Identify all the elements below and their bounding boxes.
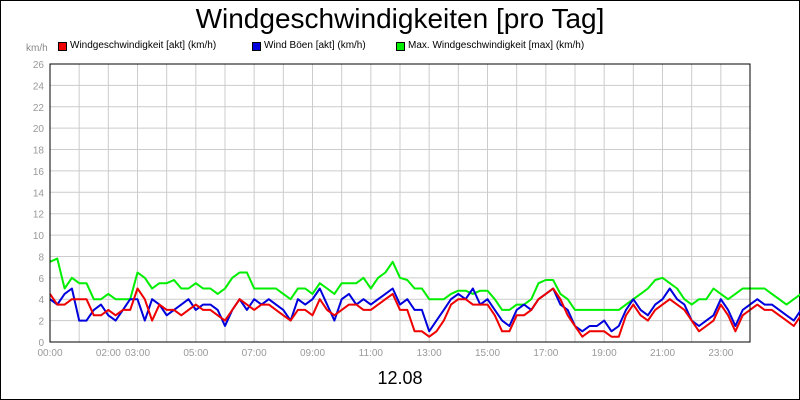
series-line-max-speed [49, 257, 800, 311]
x-tick-label: 03:00 [125, 348, 150, 359]
x-tick-label: 05:00 [183, 348, 208, 359]
x-tick-label: 07:00 [242, 348, 267, 359]
x-tick-label: 11:00 [359, 348, 384, 359]
x-tick-label: 02:00 [96, 348, 121, 359]
legend-label-gusts: Wind Böen [akt] (km/h) [264, 40, 366, 51]
legend-swatch-max-speed [396, 41, 405, 51]
x-tick-label: 17:00 [533, 348, 558, 359]
legend: Windgeschwindigkeit [akt] (km/h) Wind Bö… [58, 40, 598, 52]
y-tick-label: 10 [33, 231, 45, 242]
y-tick-label: 18 [33, 146, 45, 157]
y-tick-label: 16 [33, 167, 45, 178]
chart-title: Windgeschwindigkeiten [pro Tag] [195, 3, 605, 34]
y-tick-label: 14 [33, 188, 45, 199]
legend-label-wind-speed: Windgeschwindigkeit [akt] (km/h) [70, 40, 217, 51]
y-tick-label: 8 [38, 252, 44, 263]
x-tick-label: 00:00 [37, 348, 62, 359]
date-label: 12.08 [377, 368, 423, 388]
y-tick-label: 26 [33, 60, 45, 71]
y-tick-label: 4 [38, 295, 44, 306]
plot-border [49, 63, 751, 343]
x-tick-label: 19:00 [592, 348, 617, 359]
x-tick-label: 21:00 [650, 348, 675, 359]
series-line-wind-speed [49, 287, 800, 338]
legend-swatch-wind-speed [58, 41, 67, 51]
x-tick-label: 23:00 [708, 348, 733, 359]
y-tick-label: 6 [38, 274, 44, 285]
legend-item-wind-speed: Windgeschwindigkeit [akt] (km/h) [58, 40, 238, 52]
y-tick-label: 22 [33, 103, 45, 114]
series-line-gusts [49, 287, 800, 333]
y-tick-label: 0 [38, 338, 44, 349]
legend-item-max-speed: Max. Windgeschwindigkeit [max] (km/h) [396, 40, 584, 52]
legend-label-max-speed: Max. Windgeschwindigkeit [max] (km/h) [408, 40, 585, 51]
x-tick-label: 09:00 [300, 348, 325, 359]
x-tick-label: 15:00 [475, 348, 500, 359]
y-tick-label: 20 [33, 124, 45, 135]
legend-swatch-gusts [252, 41, 261, 51]
y-tick-label: 12 [33, 210, 45, 221]
y-axis-unit: km/h [26, 43, 48, 54]
x-tick-label: 13:00 [417, 348, 442, 359]
y-tick-label: 24 [33, 81, 45, 92]
legend-item-gusts: Wind Böen [akt] (km/h) [252, 40, 382, 52]
y-tick-label: 2 [38, 317, 44, 328]
